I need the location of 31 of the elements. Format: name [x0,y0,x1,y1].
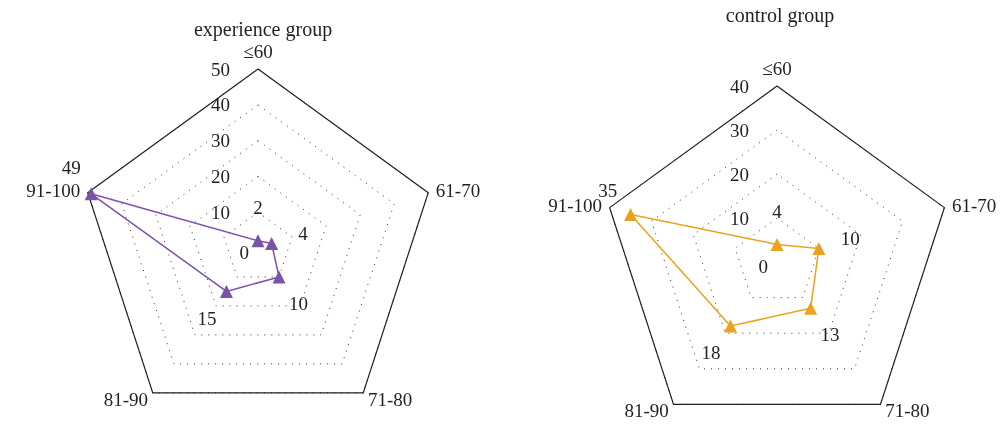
spoke-label: ≤60 [762,58,792,79]
spoke-label: 71-80 [367,388,413,410]
data-label: 49 [61,156,81,178]
chart-title: experience group [193,18,333,41]
data-label: 4 [298,222,309,244]
y-tick-label: 0 [239,241,249,263]
data-label: 13 [820,324,840,346]
spoke-label: 91-100 [26,179,81,201]
data-label: 15 [197,307,217,329]
y-tick-label: 30 [730,119,749,141]
spoke-label: ≤60 [243,41,273,62]
spoke-label: 61-70 [951,194,997,216]
y-tick-label: 20 [211,165,230,187]
data-label: 2 [253,197,263,219]
y-tick-label: 40 [211,94,230,116]
chart-title: control group [725,4,835,27]
y-tick-label: 10 [730,207,749,229]
y-tick-label: 10 [211,201,230,223]
spoke-label: 81-90 [103,388,149,410]
y-tick-label: 20 [730,163,749,185]
y-tick-label: 30 [211,130,230,152]
spoke-label: 81-90 [624,400,669,422]
y-tick-label: 50 [211,58,230,80]
data-label: 10 [840,227,860,249]
data-label: 4 [772,200,783,222]
data-label: 10 [288,293,308,315]
y-tick-label: 40 [730,75,749,97]
spoke-label: 71-80 [885,400,930,422]
y-tick-label: 0 [758,255,768,277]
spoke-label: 61-70 [435,179,481,201]
data-label: 18 [701,342,721,364]
